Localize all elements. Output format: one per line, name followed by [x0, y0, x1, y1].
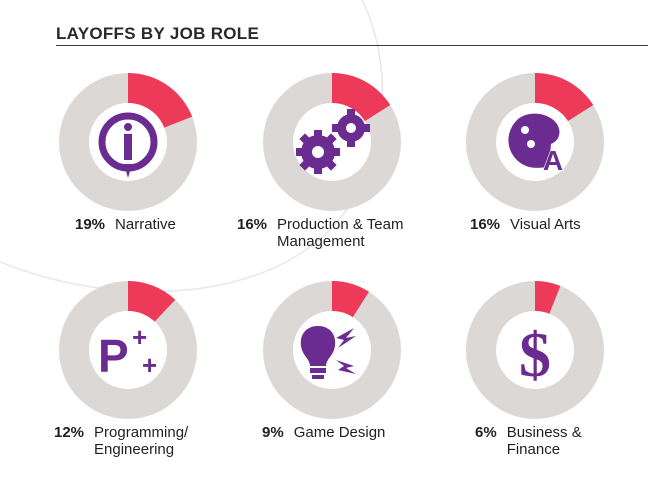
donut-production	[263, 73, 401, 211]
svg-text:P: P	[98, 330, 129, 382]
pct-programming: 12%	[54, 424, 85, 441]
role-visual-arts: A 16% Visual Arts	[465, 72, 653, 282]
svg-text:+: +	[142, 350, 157, 380]
pct-visual-arts: 16%	[470, 216, 501, 233]
label-narrative: Narrative	[115, 216, 176, 233]
role-production: 16% Production & Team Management	[237, 72, 472, 282]
pct-narrative: 19%	[75, 216, 106, 233]
donut-visual-arts: A	[466, 73, 604, 211]
role-narrative: 19% Narrative	[58, 72, 268, 282]
label-visual-arts: Visual Arts	[510, 216, 581, 233]
label-business: Business & Finance	[506, 424, 582, 458]
p-plus-icon: P + +	[98, 322, 157, 382]
svg-text:+: +	[132, 322, 147, 352]
pct-game-design: 9%	[262, 424, 284, 441]
page-title: LAYOFFS BY JOB ROLE	[56, 24, 260, 43]
palette-icon: A	[508, 113, 564, 176]
donut-business: $	[466, 281, 604, 419]
role-game-design: 9% Game Design	[262, 280, 472, 490]
pct-business: 6%	[475, 424, 497, 441]
label-production: Production & Team Management	[277, 216, 404, 250]
pencil-icon	[98, 112, 158, 178]
donut-hole-programming	[89, 311, 167, 389]
donut-game-design	[263, 281, 401, 419]
label-programming: Programming/ Engineering	[94, 424, 189, 458]
label-game-design: Game Design	[293, 424, 386, 441]
donut-hole-business	[496, 311, 574, 389]
svg-text:A: A	[543, 145, 563, 176]
dollar-icon: $	[519, 319, 551, 390]
title-divider	[56, 45, 648, 46]
role-business: $ 6% Business & Finance	[465, 280, 653, 490]
lightbulb-icon	[300, 326, 356, 379]
donut-programming: P + +	[59, 281, 197, 419]
role-programming: P + + 12% Programming/ Engineering	[54, 280, 268, 490]
svg-text:$: $	[519, 319, 551, 390]
donut-narrative	[59, 73, 197, 211]
pct-production: 16%	[237, 216, 268, 233]
